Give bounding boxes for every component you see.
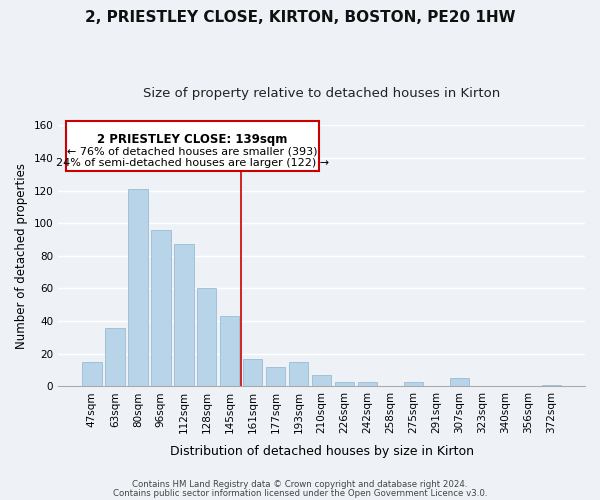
- Bar: [151, 230, 170, 386]
- Bar: [266, 367, 286, 386]
- Text: Contains public sector information licensed under the Open Government Licence v3: Contains public sector information licen…: [113, 488, 487, 498]
- Bar: [220, 316, 239, 386]
- X-axis label: Distribution of detached houses by size in Kirton: Distribution of detached houses by size …: [170, 444, 473, 458]
- Bar: [105, 328, 125, 386]
- Bar: [404, 382, 423, 386]
- Bar: [542, 385, 561, 386]
- Bar: [128, 189, 148, 386]
- Bar: [82, 362, 101, 386]
- Text: 2 PRIESTLEY CLOSE: 139sqm: 2 PRIESTLEY CLOSE: 139sqm: [97, 133, 287, 146]
- Bar: [243, 358, 262, 386]
- Text: 24% of semi-detached houses are larger (122) →: 24% of semi-detached houses are larger (…: [56, 158, 329, 168]
- Text: ← 76% of detached houses are smaller (393): ← 76% of detached houses are smaller (39…: [67, 146, 318, 156]
- Bar: [174, 244, 194, 386]
- Bar: [449, 378, 469, 386]
- Bar: [335, 382, 355, 386]
- Bar: [197, 288, 217, 386]
- Y-axis label: Number of detached properties: Number of detached properties: [15, 163, 28, 349]
- Title: Size of property relative to detached houses in Kirton: Size of property relative to detached ho…: [143, 88, 500, 101]
- Text: Contains HM Land Registry data © Crown copyright and database right 2024.: Contains HM Land Registry data © Crown c…: [132, 480, 468, 489]
- Bar: [312, 375, 331, 386]
- Bar: [289, 362, 308, 386]
- Text: 2, PRIESTLEY CLOSE, KIRTON, BOSTON, PE20 1HW: 2, PRIESTLEY CLOSE, KIRTON, BOSTON, PE20…: [85, 10, 515, 25]
- FancyBboxPatch shape: [66, 122, 319, 171]
- Bar: [358, 382, 377, 386]
